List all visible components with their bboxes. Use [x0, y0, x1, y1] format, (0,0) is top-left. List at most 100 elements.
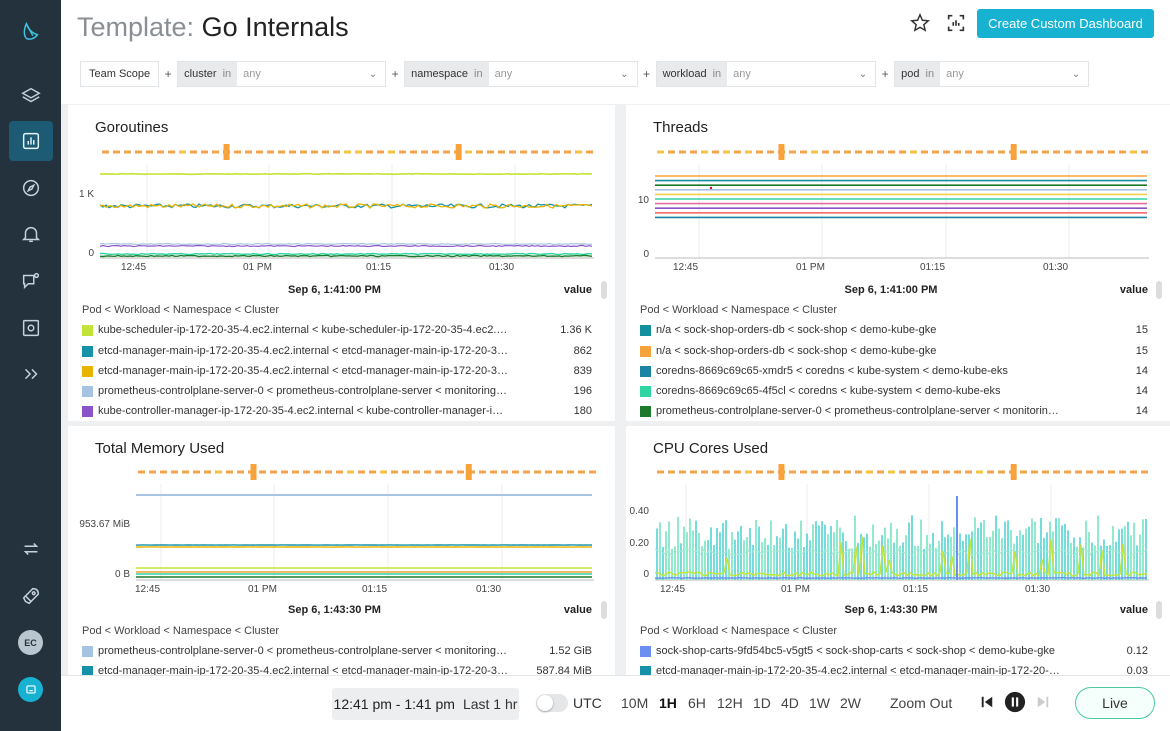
team-scope-label[interactable]: Team Scope — [80, 61, 160, 87]
utc-label: UTC — [573, 695, 602, 711]
x-tick-label: 01 PM — [243, 262, 272, 273]
header: Template: Go Internals Create Custom Das… — [61, 0, 1170, 104]
bell-icon[interactable] — [9, 214, 53, 254]
chart-area[interactable] — [626, 426, 1170, 675]
event-marker — [855, 470, 862, 474]
rocket-icon[interactable] — [9, 576, 53, 616]
legend-header: Pod < Workload < Namespace < Cluster — [82, 304, 279, 316]
legend-row[interactable]: prometheus-controlplane-server-0 < prome… — [640, 403, 1148, 419]
legend-row[interactable]: prometheus-controlplane-server-0 < prome… — [82, 643, 592, 659]
event-marker — [424, 470, 431, 474]
range-12h[interactable]: 12H — [717, 695, 743, 711]
chart-area[interactable] — [68, 105, 615, 421]
legend-header: Pod < Workload < Namespace < Cluster — [640, 625, 837, 637]
legend-scrollbar[interactable] — [1156, 281, 1162, 299]
chat-bubble-icon[interactable] — [18, 677, 43, 702]
legend-row[interactable]: coredns-8669c69c65-4f5cl < coredns < kub… — [640, 383, 1148, 399]
legend-row[interactable]: kube-scheduler-ip-172-20-35-4.ec2.intern… — [82, 322, 592, 338]
series-line — [654, 576, 1148, 580]
compass-icon[interactable] — [9, 168, 53, 208]
event-marker — [259, 470, 266, 474]
sync-icon[interactable] — [9, 529, 53, 569]
legend-value: 839 — [573, 365, 592, 377]
event-marker — [778, 144, 785, 160]
event-marker — [138, 470, 145, 474]
chart-area[interactable] — [626, 105, 1170, 421]
legend-row[interactable]: etcd-manager-main-ip-172-20-35-4.ec2.int… — [640, 663, 1148, 675]
event-marker — [355, 150, 362, 154]
event-marker — [531, 150, 538, 154]
event-marker — [1097, 150, 1104, 154]
panel-date: Sep 6, 1:41:00 PM — [844, 284, 938, 296]
filter-namespace[interactable]: namespace in any ⌄ — [404, 61, 638, 87]
event-marker — [1010, 464, 1017, 480]
panel-date: Sep 6, 1:43:30 PM — [288, 604, 381, 616]
legend-scrollbar[interactable] — [601, 281, 607, 299]
legend-scrollbar[interactable] — [1156, 601, 1162, 619]
legend-row[interactable]: prometheus-controlplane-server-0 < prome… — [82, 383, 592, 399]
range-2w[interactable]: 2W — [840, 695, 861, 711]
filter-bar: Team Scope + cluster in any ⌄ + namespace i… — [80, 61, 1090, 87]
chat-icon[interactable] — [9, 261, 53, 301]
filter-workload[interactable]: workload in any ⌄ — [655, 61, 877, 87]
range-1h[interactable]: 1H — [659, 695, 677, 711]
range-1d[interactable]: 1D — [753, 695, 771, 711]
chart-area[interactable] — [68, 426, 615, 675]
event-marker — [358, 470, 365, 474]
live-button[interactable]: Live — [1075, 687, 1155, 719]
pause-icon[interactable] — [1004, 691, 1026, 713]
range-10m[interactable]: 10M — [621, 695, 649, 711]
legend-row[interactable]: coredns-8669c69c65-xmdr5 < coredns < kub… — [640, 363, 1148, 379]
range-4d[interactable]: 4D — [781, 695, 799, 711]
legend-row[interactable]: etcd-manager-main-ip-172-20-35-4.ec2.int… — [82, 363, 592, 379]
dashboard-icon[interactable] — [9, 121, 53, 161]
capture-icon[interactable] — [9, 308, 53, 348]
scan-icon[interactable] — [945, 12, 967, 34]
legend-row[interactable]: etcd-manager-main-ip-172-20-35-4.ec2.int… — [82, 663, 592, 675]
event-marker — [943, 470, 950, 474]
event-marker — [877, 150, 884, 154]
event-marker — [311, 150, 318, 154]
layers-icon[interactable] — [9, 76, 53, 116]
legend-row[interactable]: n/a < sock-shop-orders-db < sock-shop < … — [640, 322, 1148, 338]
event-marker — [446, 470, 453, 474]
title-prefix: Template: — [77, 12, 195, 42]
event-marker — [498, 150, 505, 154]
utc-toggle[interactable] — [536, 694, 568, 712]
legend-row[interactable]: n/a < sock-shop-orders-db < sock-shop < … — [640, 343, 1148, 359]
time-range-display[interactable]: 12:41 pm - 1:41 pm Last 1 hr — [332, 688, 519, 720]
event-marker — [512, 470, 519, 474]
x-tick-label: 01 PM — [781, 584, 810, 595]
skip-forward-icon[interactable] — [1032, 691, 1054, 713]
range-1w[interactable]: 1W — [809, 695, 830, 711]
logo-icon[interactable] — [9, 12, 53, 52]
legend-scrollbar[interactable] — [601, 601, 607, 619]
skip-back-icon[interactable] — [976, 691, 998, 713]
event-marker — [1141, 470, 1148, 474]
legend-name: coredns-8669c69c65-xmdr5 < coredns < kub… — [656, 365, 1008, 377]
event-marker — [679, 470, 686, 474]
filter-cluster[interactable]: cluster in any ⌄ — [177, 61, 387, 87]
event-marker — [723, 150, 730, 154]
star-icon[interactable] — [909, 12, 931, 34]
event-marker — [1053, 470, 1060, 474]
legend-row[interactable]: kube-controller-manager-ip-172-20-35-4.e… — [82, 403, 592, 419]
event-marker — [289, 150, 296, 154]
zoom-out-button[interactable]: Zoom Out — [890, 695, 953, 711]
event-marker — [553, 150, 560, 154]
create-custom-dashboard-button[interactable]: Create Custom Dashboard — [977, 9, 1154, 38]
legend-row[interactable]: etcd-manager-main-ip-172-20-35-4.ec2.int… — [82, 343, 592, 359]
range-6h[interactable]: 6H — [688, 695, 706, 711]
legend-row[interactable]: sock-shop-carts-9fd54bc5-v5gt5 < sock-sh… — [640, 643, 1148, 659]
filter-pod[interactable]: pod in any ⌄ — [894, 61, 1090, 87]
event-marker — [987, 470, 994, 474]
sidebar: EC — [0, 0, 61, 731]
event-marker — [811, 150, 818, 154]
filter-in: in — [712, 68, 722, 80]
event-marker — [333, 150, 340, 154]
avatar[interactable]: EC — [18, 630, 43, 655]
event-marker — [899, 150, 906, 154]
event-marker — [215, 470, 222, 474]
expand-icon[interactable] — [9, 354, 53, 394]
event-marker — [1130, 470, 1137, 474]
